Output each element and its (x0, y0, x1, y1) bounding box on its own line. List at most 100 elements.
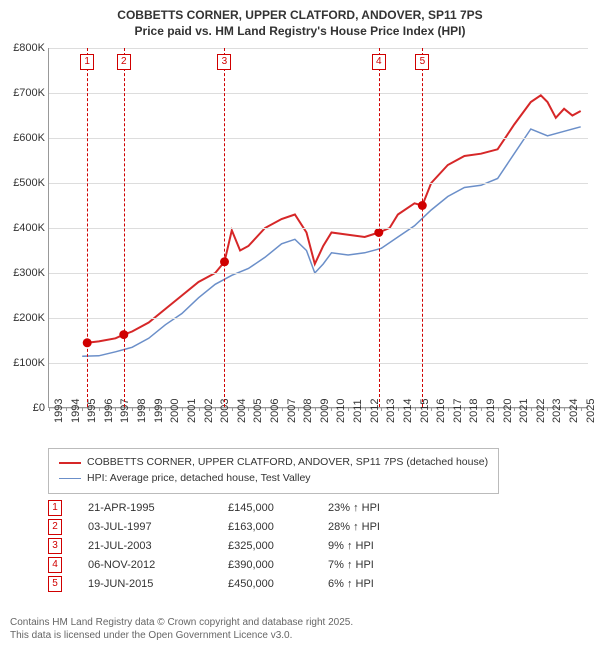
x-tick-mark (215, 407, 216, 411)
x-tick-label: 2021 (518, 399, 530, 423)
event-marker-box: 2 (117, 54, 131, 70)
x-tick-label: 1997 (119, 399, 131, 423)
x-tick-mark (581, 407, 582, 411)
x-tick-mark (265, 407, 266, 411)
event-marker-box: 4 (372, 54, 386, 70)
chart-title: COBBETTS CORNER, UPPER CLATFORD, ANDOVER… (0, 0, 600, 39)
x-tick-label: 2008 (302, 399, 314, 423)
event-row-number: 3 (48, 538, 62, 554)
event-row-price: £450,000 (228, 578, 328, 590)
y-tick-label: £0 (1, 402, 45, 414)
x-tick-mark (381, 407, 382, 411)
event-row-number: 1 (48, 500, 62, 516)
x-tick-mark (514, 407, 515, 411)
x-tick-label: 2002 (203, 399, 215, 423)
events-table: 121-APR-1995£145,00023% ↑ HPI 2 03-JUL-199… (48, 498, 428, 593)
x-tick-mark (348, 407, 349, 411)
y-tick-label: £300K (1, 267, 45, 279)
event-line (124, 48, 125, 407)
event-line (224, 48, 225, 407)
event-row: 3 21-JUL-2003£325,0009% ↑ HPI (48, 536, 428, 555)
x-tick-label: 2023 (551, 399, 563, 423)
event-row-delta: 23% ↑ HPI (328, 502, 428, 514)
event-row-price: £325,000 (228, 540, 328, 552)
x-tick-label: 1998 (136, 399, 148, 423)
x-tick-label: 1993 (53, 399, 65, 423)
y-tick-label: £100K (1, 357, 45, 369)
x-tick-label: 2022 (535, 399, 547, 423)
x-tick-label: 2005 (252, 399, 264, 423)
x-tick-mark (331, 407, 332, 411)
legend-swatch-hpi (59, 478, 81, 479)
x-tick-mark (431, 407, 432, 411)
event-row-date: 03-JUL-1997 (88, 521, 228, 533)
x-tick-mark (99, 407, 100, 411)
series-price_paid (87, 95, 581, 342)
event-row: 5 19-JUN-2015£450,0006% ↑ HPI (48, 574, 428, 593)
series-hpi (82, 127, 581, 356)
x-tick-mark (448, 407, 449, 411)
event-row-price: £163,000 (228, 521, 328, 533)
x-tick-mark (165, 407, 166, 411)
x-tick-label: 2004 (236, 399, 248, 423)
x-tick-mark (282, 407, 283, 411)
x-tick-label: 2025 (585, 399, 597, 423)
event-row: 2 03-JUL-1997£163,00028% ↑ HPI (48, 517, 428, 536)
event-row-number: 5 (48, 576, 62, 592)
event-line (87, 48, 88, 407)
event-row-delta: 7% ↑ HPI (328, 559, 428, 571)
event-row-date: 19-JUN-2015 (88, 578, 228, 590)
x-tick-label: 2006 (269, 399, 281, 423)
event-marker-box: 5 (415, 54, 429, 70)
event-row-date: 21-JUL-2003 (88, 540, 228, 552)
x-tick-mark (564, 407, 565, 411)
x-tick-mark (49, 407, 50, 411)
event-row: 121-APR-1995£145,00023% ↑ HPI (48, 498, 428, 517)
chart-area: £0£100K£200K£300K£400K£500K£600K£700K£80… (48, 48, 588, 408)
x-tick-label: 1994 (70, 399, 82, 423)
x-tick-mark (481, 407, 482, 411)
legend-label-hpi: HPI: Average price, detached house, Test… (87, 471, 311, 487)
x-tick-mark (66, 407, 67, 411)
event-row-number: 2 (48, 519, 62, 535)
x-tick-label: 2007 (286, 399, 298, 423)
x-tick-mark (132, 407, 133, 411)
event-row: 4 06-NOV-2012£390,0007% ↑ HPI (48, 555, 428, 574)
x-tick-label: 2000 (169, 399, 181, 423)
title-line1: COBBETTS CORNER, UPPER CLATFORD, ANDOVER… (0, 8, 600, 24)
event-row-delta: 28% ↑ HPI (328, 521, 428, 533)
event-row-delta: 6% ↑ HPI (328, 578, 428, 590)
plot: £0£100K£200K£300K£400K£500K£600K£700K£80… (48, 48, 588, 408)
x-tick-label: 2015 (419, 399, 431, 423)
event-row-delta: 9% ↑ HPI (328, 540, 428, 552)
event-row-number: 4 (48, 557, 62, 573)
event-row-price: £145,000 (228, 502, 328, 514)
legend-swatch-price (59, 462, 81, 464)
x-tick-label: 2020 (502, 399, 514, 423)
x-tick-label: 2018 (468, 399, 480, 423)
x-tick-mark (398, 407, 399, 411)
event-row-date: 06-NOV-2012 (88, 559, 228, 571)
x-tick-mark (298, 407, 299, 411)
x-tick-mark (199, 407, 200, 411)
x-tick-mark (82, 407, 83, 411)
footer-line2: This data is licensed under the Open Gov… (10, 629, 353, 642)
event-marker-box: 3 (217, 54, 231, 70)
x-tick-label: 2024 (568, 399, 580, 423)
x-tick-label: 2009 (319, 399, 331, 423)
x-tick-mark (547, 407, 548, 411)
title-line2: Price paid vs. HM Land Registry's House … (0, 24, 600, 40)
x-tick-label: 2010 (335, 399, 347, 423)
chart-svg (49, 48, 589, 408)
event-line (422, 48, 423, 407)
x-tick-label: 2017 (452, 399, 464, 423)
event-line (379, 48, 380, 407)
legend-row-price: COBBETTS CORNER, UPPER CLATFORD, ANDOVER… (59, 455, 488, 471)
x-tick-label: 2019 (485, 399, 497, 423)
legend-label-price: COBBETTS CORNER, UPPER CLATFORD, ANDOVER… (87, 455, 488, 471)
x-tick-label: 1996 (103, 399, 115, 423)
x-tick-mark (315, 407, 316, 411)
x-tick-mark (531, 407, 532, 411)
x-tick-label: 2013 (385, 399, 397, 423)
event-row-price: £390,000 (228, 559, 328, 571)
